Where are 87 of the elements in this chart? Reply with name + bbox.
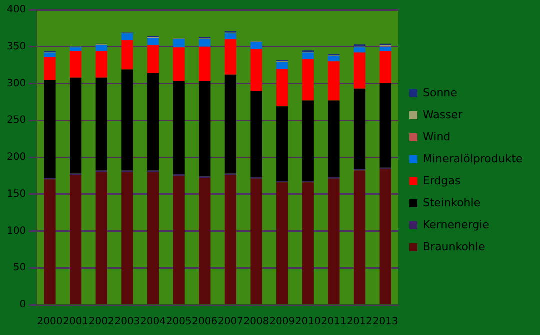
bar: [147, 172, 160, 304]
bar: [96, 51, 108, 78]
bar: [302, 182, 314, 304]
legend-label: Kernenergie: [423, 218, 490, 232]
y-tick-label: 350: [6, 41, 26, 52]
bar: [354, 48, 366, 53]
bar: [250, 42, 262, 50]
bar: [380, 83, 392, 168]
legend-label: Wasser: [423, 108, 464, 122]
bar: [276, 182, 288, 304]
legend-label: Steinkohle: [423, 196, 481, 210]
bar: [173, 48, 185, 82]
bar: [173, 176, 185, 304]
bar: [276, 106, 288, 182]
bar: [70, 51, 82, 78]
bar: [147, 73, 160, 171]
bar: [224, 175, 237, 304]
bar: [96, 172, 108, 304]
bar: [70, 175, 82, 304]
bar: [276, 62, 288, 69]
bar: [380, 46, 392, 52]
x-tick-label: 2007: [218, 316, 244, 328]
x-tick-label: 2006: [192, 316, 218, 328]
x-tick-label: 2003: [114, 316, 140, 328]
bar: [70, 48, 82, 52]
x-tick-label: 2011: [321, 316, 347, 328]
bar: [302, 52, 314, 60]
legend-label: Wind: [423, 130, 451, 144]
bar: [276, 69, 288, 107]
legend-label: Erdgas: [423, 174, 461, 188]
y-tick-label: 250: [6, 115, 26, 126]
bar: [354, 170, 366, 304]
x-tick-label: 2008: [244, 316, 270, 328]
bar: [328, 56, 340, 62]
bar: [44, 80, 56, 178]
bar: [302, 100, 314, 182]
bar: [122, 70, 134, 171]
x-tick-label: 2004: [140, 316, 166, 328]
bar: [122, 172, 134, 304]
bar: [354, 52, 366, 89]
y-tick-label: 400: [6, 4, 26, 16]
bar: [250, 91, 262, 178]
bar: [44, 57, 56, 80]
bar: [328, 178, 340, 304]
bar: [173, 40, 185, 48]
bar: [96, 78, 108, 171]
x-tick-label: 2012: [347, 316, 373, 328]
bar: [96, 45, 108, 52]
bar: [173, 82, 185, 174]
x-tick-label: 2009: [270, 316, 296, 328]
bar: [147, 45, 160, 74]
legend-label: Braunkohle: [423, 240, 486, 254]
x-tick-label: 2002: [88, 316, 114, 328]
x-tick-label: 2000: [37, 316, 63, 328]
bar: [70, 78, 82, 174]
legend-label: Sonne: [423, 86, 458, 100]
bar: [44, 180, 56, 304]
bar: [224, 40, 237, 75]
x-tick-label: 2010: [295, 316, 321, 328]
bar: [199, 40, 211, 47]
bar: [122, 34, 134, 40]
bar: [224, 74, 237, 174]
bar: [250, 178, 262, 304]
bar: [44, 52, 56, 58]
y-tick-label: 100: [6, 226, 26, 237]
x-tick-label: 2013: [372, 316, 398, 328]
bar: [122, 40, 134, 70]
bar: [354, 88, 366, 170]
bar: [328, 100, 340, 178]
y-tick-label: 300: [6, 78, 26, 90]
bar: [302, 59, 314, 101]
bar: [147, 38, 160, 46]
bar: [199, 82, 211, 177]
bar: [199, 178, 211, 304]
legend-label: Mineralölprodukte: [423, 152, 524, 166]
y-tick-label: 0: [20, 300, 26, 311]
y-tick-label: 150: [6, 188, 26, 200]
y-tick-label: 200: [6, 152, 26, 164]
y-tick-label: 50: [13, 262, 26, 274]
bar: [224, 34, 237, 40]
bar: [199, 46, 211, 82]
x-tick-label: 2001: [63, 316, 89, 328]
bar: [380, 51, 392, 84]
bar: [380, 169, 392, 304]
bar: [328, 62, 340, 101]
bar: [250, 49, 262, 92]
x-tick-label: 2005: [166, 316, 192, 328]
